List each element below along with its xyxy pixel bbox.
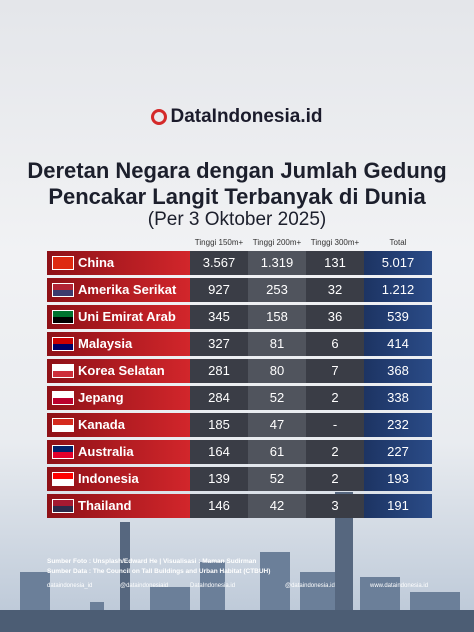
country-cell: Indonesia [47,467,190,491]
country-cell: Kanada [47,413,190,437]
title: Pencakar Langit Terbanyak di Dunia [48,184,426,209]
value-cell: 146 [190,494,248,518]
value-cell: 193 [364,467,432,491]
social-handle: @dataindonesiaid [120,583,169,589]
value-cell: 7 [306,359,364,383]
country-cell: Malaysia [47,332,190,356]
value-cell: 131 [306,251,364,275]
value-cell: 47 [248,413,306,437]
country-cell: Uni Emirat Arab [47,305,190,329]
country-name: Amerika Serikat [78,282,177,297]
value-cell: 185 [190,413,248,437]
value-cell: 42 [248,494,306,518]
flag [52,310,74,324]
country-cell: Jepang [47,386,190,410]
country-name: Indonesia [78,471,139,486]
flag [52,337,74,351]
value-cell: 81 [248,332,306,356]
flag [52,418,74,432]
value-cell: 52 [248,386,306,410]
value-cell: 2 [306,440,364,464]
value-cell: 36 [306,305,364,329]
value-cell: 3.567 [190,251,248,275]
value-cell: 80 [248,359,306,383]
social-handle: DataIndonesia.id [190,583,236,589]
value-cell: 345 [190,305,248,329]
value-cell: 227 [364,440,432,464]
value-cell: 368 [364,359,432,383]
value-cell: 1.212 [364,278,432,302]
value-cell: 338 [364,386,432,410]
value-cell: 253 [248,278,306,302]
value-cell: 281 [190,359,248,383]
value-cell: 327 [190,332,248,356]
flag [52,283,74,297]
column-header: Tinggi 150m+ [194,238,244,247]
value-cell: 164 [190,440,248,464]
country-name: Jepang [78,390,124,405]
logo-text: DataIndonesia.id [170,106,323,127]
value-cell: 3 [306,494,364,518]
column-header: Total [389,238,407,247]
value-cell: 191 [364,494,432,518]
country-name: Malaysia [78,336,133,351]
photo-credit: Sumber Foto : Unsplash/Edward He | Visua… [47,558,257,565]
value-cell: 927 [190,278,248,302]
flag [52,445,74,459]
country-name: Korea Selatan [78,363,165,378]
value-cell: 539 [364,305,432,329]
country-name: Kanada [78,417,125,432]
flag [52,391,74,405]
value-cell: 2 [306,467,364,491]
flag [52,364,74,378]
value-cell: - [306,413,364,437]
value-cell: 32 [306,278,364,302]
logo: DataIndonesia.id [0,106,474,128]
social-handle: dataindonesia_id [47,583,93,589]
country-cell: Amerika Serikat [47,278,190,302]
title: Deretan Negara dengan Jumlah Gedung [27,158,447,183]
value-cell: 139 [190,467,248,491]
country-cell: Korea Selatan [47,359,190,383]
value-cell: 61 [248,440,306,464]
country-name: China [78,255,115,270]
data-source: Sumber Data : The Council on Tall Buildi… [47,568,271,575]
value-cell: 6 [306,332,364,356]
flag [52,499,74,513]
column-header: Tinggi 200m+ [252,238,302,247]
value-cell: 284 [190,386,248,410]
value-cell: 158 [248,305,306,329]
value-cell: 232 [364,413,432,437]
value-cell: 52 [248,467,306,491]
value-cell: 2 [306,386,364,410]
country-name: Australia [78,444,134,459]
social-handle: @dataindonesia.id [285,583,335,589]
value-cell: 5.017 [364,251,432,275]
social-handle: www.dataindonesia.id [370,583,429,589]
subtitle: (Per 3 Oktober 2025) [147,209,327,230]
value-cell: 414 [364,332,432,356]
flag [52,472,74,486]
value-cell: 1.319 [248,251,306,275]
country-name: Uni Emirat Arab [78,309,176,324]
flag [52,256,74,270]
country-cell: Thailand [47,494,190,518]
country-cell: China [47,251,190,275]
column-header: Tinggi 300m+ [310,238,360,247]
country-cell: Australia [47,440,190,464]
country-name: Thailand [78,498,132,513]
